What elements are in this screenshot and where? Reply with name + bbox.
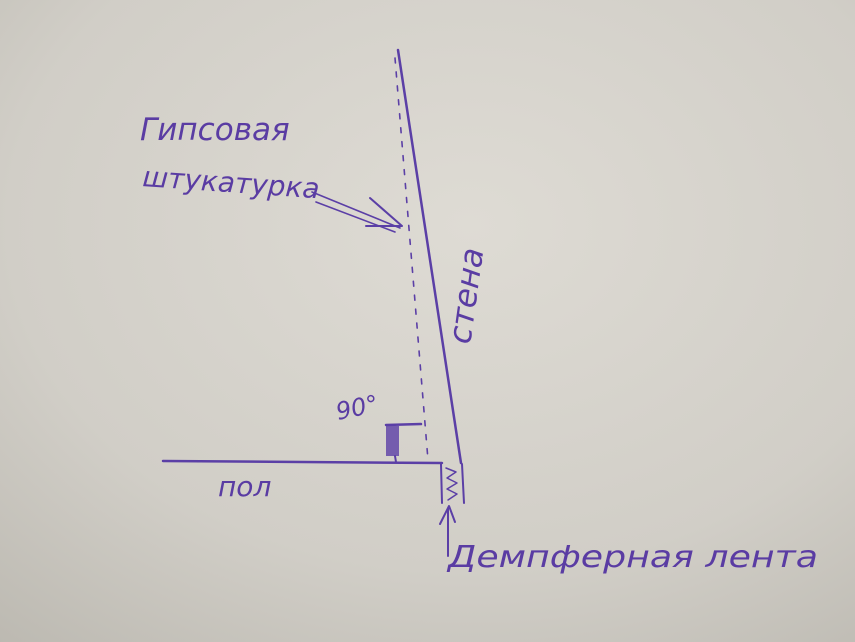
damper-tape-arrow <box>439 505 456 557</box>
right-angle-marker <box>384 422 423 463</box>
plaster-label-line1: Гипсовая <box>140 112 290 148</box>
damper-tape-label: Демпферная лента <box>446 540 818 575</box>
wall-line <box>396 48 463 465</box>
damper-tape-shape <box>440 463 465 504</box>
plaster-dashed-line <box>394 57 429 461</box>
plaster-arrow <box>311 191 403 233</box>
floor-label: пол <box>218 470 271 503</box>
